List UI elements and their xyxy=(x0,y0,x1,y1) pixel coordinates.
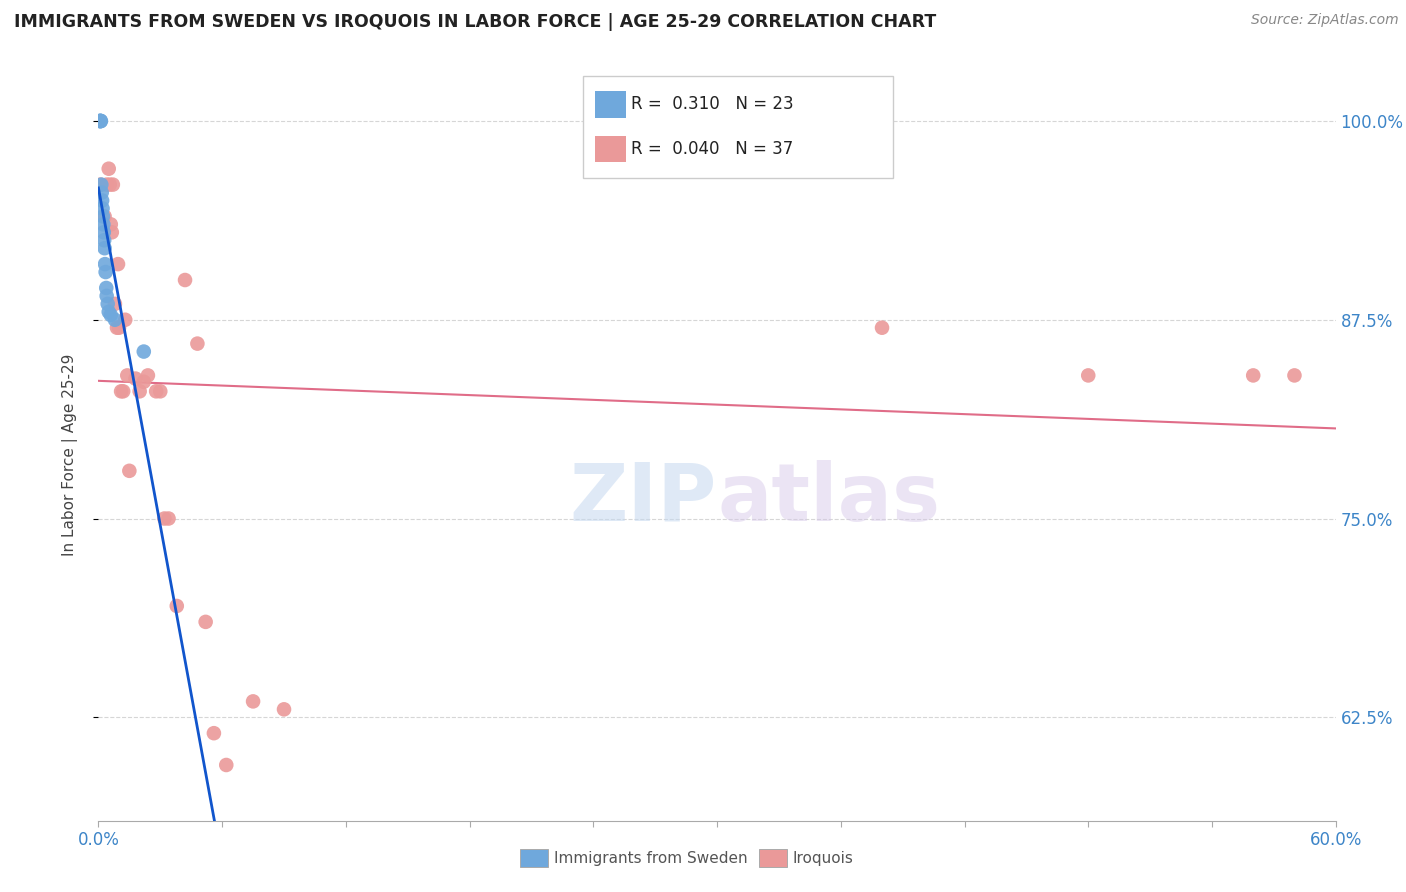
Point xyxy=(1241,368,1264,383)
Point xyxy=(117,368,139,383)
Text: Source: ZipAtlas.com: Source: ZipAtlas.com xyxy=(1251,13,1399,28)
Point xyxy=(105,320,128,334)
Point xyxy=(89,114,111,128)
Point xyxy=(157,511,180,525)
Point xyxy=(128,384,150,399)
Point xyxy=(101,178,124,192)
Point xyxy=(118,464,141,478)
Text: IMMIGRANTS FROM SWEDEN VS IROQUOIS IN LABOR FORCE | AGE 25-29 CORRELATION CHART: IMMIGRANTS FROM SWEDEN VS IROQUOIS IN LA… xyxy=(14,13,936,31)
Point xyxy=(101,225,124,239)
Point xyxy=(104,297,127,311)
Point xyxy=(90,114,112,128)
Point xyxy=(186,336,208,351)
Point xyxy=(96,289,118,303)
Point xyxy=(96,281,118,295)
Point xyxy=(166,599,188,613)
Point xyxy=(93,241,115,255)
Point xyxy=(93,218,115,232)
Point xyxy=(132,375,155,389)
Text: Iroquois: Iroquois xyxy=(793,851,853,865)
Point xyxy=(124,371,146,385)
Point xyxy=(114,312,136,326)
Point xyxy=(194,615,217,629)
Point xyxy=(136,368,159,383)
Point xyxy=(97,161,120,176)
Text: R =  0.310   N = 23: R = 0.310 N = 23 xyxy=(631,95,794,113)
Point xyxy=(90,186,112,200)
Point xyxy=(89,114,111,128)
Point xyxy=(242,694,264,708)
Point xyxy=(89,178,111,192)
Point xyxy=(93,210,115,224)
Point xyxy=(90,178,112,192)
Point xyxy=(145,384,167,399)
Point xyxy=(870,320,893,334)
Point xyxy=(91,194,114,208)
Point xyxy=(100,308,122,322)
Point xyxy=(1284,368,1306,383)
Text: atlas: atlas xyxy=(717,459,941,538)
Point xyxy=(97,305,120,319)
Point xyxy=(94,265,117,279)
Point xyxy=(132,344,155,359)
Point xyxy=(108,320,131,334)
Point xyxy=(89,114,111,128)
Text: Immigrants from Sweden: Immigrants from Sweden xyxy=(554,851,748,865)
Point xyxy=(100,218,122,232)
Point xyxy=(107,257,129,271)
Point xyxy=(93,233,115,247)
Point xyxy=(1077,368,1099,383)
Point xyxy=(215,758,238,772)
Point xyxy=(104,312,127,326)
Point xyxy=(202,726,225,740)
Point xyxy=(96,178,118,192)
Point xyxy=(112,384,135,399)
Point xyxy=(89,114,111,128)
Point xyxy=(110,384,132,399)
Point xyxy=(273,702,295,716)
Y-axis label: In Labor Force | Age 25-29: In Labor Force | Age 25-29 xyxy=(62,354,77,556)
Text: ZIP: ZIP xyxy=(569,459,717,538)
Point xyxy=(97,297,120,311)
Point xyxy=(91,210,114,224)
Point xyxy=(98,178,121,192)
Point xyxy=(174,273,197,287)
Point xyxy=(149,384,172,399)
Point xyxy=(93,225,115,239)
Point xyxy=(91,202,114,216)
Text: R =  0.040   N = 37: R = 0.040 N = 37 xyxy=(631,140,793,158)
Point xyxy=(94,257,117,271)
Point xyxy=(153,511,176,525)
